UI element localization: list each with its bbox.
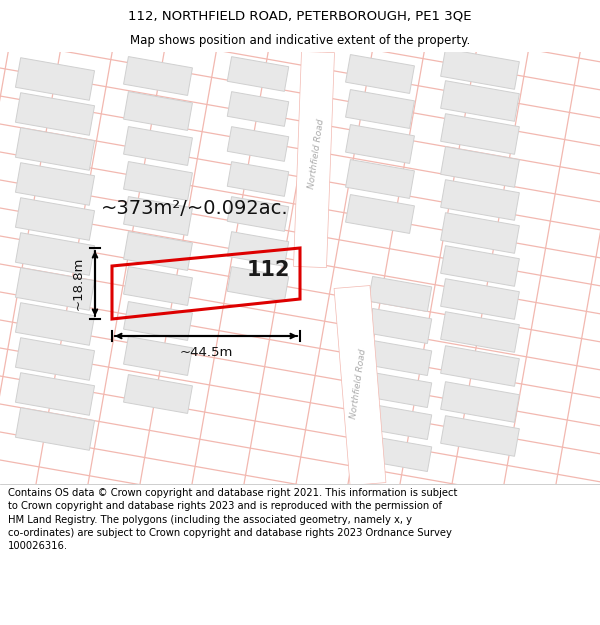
Polygon shape [440, 81, 520, 121]
Text: 112: 112 [246, 260, 290, 280]
Polygon shape [124, 337, 193, 376]
Polygon shape [227, 127, 289, 161]
Polygon shape [440, 279, 520, 319]
Polygon shape [440, 49, 520, 89]
Polygon shape [368, 309, 432, 344]
Polygon shape [124, 162, 193, 201]
Polygon shape [227, 267, 289, 301]
Polygon shape [124, 127, 193, 166]
Text: ~44.5m: ~44.5m [179, 346, 233, 359]
Text: 112, NORTHFIELD ROAD, PETERBOROUGH, PE1 3QE: 112, NORTHFIELD ROAD, PETERBOROUGH, PE1 … [128, 9, 472, 22]
Polygon shape [440, 114, 520, 154]
Polygon shape [16, 268, 95, 310]
Polygon shape [368, 341, 432, 376]
Polygon shape [227, 197, 289, 231]
Text: Northfield Road: Northfield Road [307, 119, 325, 189]
Polygon shape [440, 382, 520, 423]
Polygon shape [346, 124, 415, 163]
Polygon shape [346, 194, 415, 233]
Polygon shape [16, 372, 95, 415]
Polygon shape [16, 232, 95, 275]
Polygon shape [16, 302, 95, 345]
Text: ~18.8m: ~18.8m [72, 257, 85, 310]
Polygon shape [16, 127, 95, 170]
Polygon shape [124, 57, 193, 96]
Text: Northfield Road: Northfield Road [349, 349, 367, 419]
Polygon shape [368, 436, 432, 471]
Polygon shape [16, 58, 95, 100]
Polygon shape [16, 198, 95, 240]
Polygon shape [368, 276, 432, 311]
Polygon shape [440, 346, 520, 386]
Polygon shape [440, 213, 520, 253]
Polygon shape [124, 92, 193, 131]
Polygon shape [440, 180, 520, 220]
Polygon shape [124, 197, 193, 236]
Polygon shape [346, 54, 415, 93]
Text: Contains OS data © Crown copyright and database right 2021. This information is : Contains OS data © Crown copyright and d… [8, 488, 457, 551]
Polygon shape [440, 416, 520, 456]
Polygon shape [368, 404, 432, 439]
Polygon shape [293, 51, 334, 268]
Polygon shape [334, 286, 386, 486]
Polygon shape [440, 312, 520, 352]
Polygon shape [440, 147, 520, 188]
Polygon shape [124, 374, 193, 413]
Text: ~373m²/~0.092ac.: ~373m²/~0.092ac. [101, 199, 289, 219]
Polygon shape [124, 232, 193, 271]
Text: Map shows position and indicative extent of the property.: Map shows position and indicative extent… [130, 34, 470, 47]
Polygon shape [16, 338, 95, 380]
Polygon shape [227, 162, 289, 196]
Polygon shape [16, 408, 95, 450]
Polygon shape [346, 89, 415, 128]
Polygon shape [124, 302, 193, 341]
Polygon shape [227, 57, 289, 91]
Polygon shape [227, 232, 289, 266]
Polygon shape [346, 159, 415, 198]
Polygon shape [440, 246, 520, 286]
Polygon shape [124, 267, 193, 306]
Polygon shape [368, 372, 432, 408]
Polygon shape [227, 92, 289, 126]
Polygon shape [16, 92, 95, 135]
Polygon shape [16, 162, 95, 205]
